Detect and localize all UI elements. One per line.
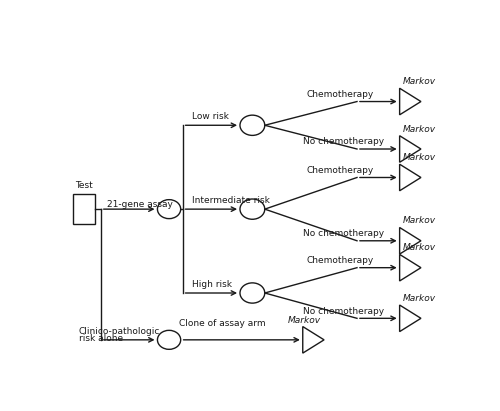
- Text: 21-gene assay: 21-gene assay: [107, 200, 173, 209]
- Text: Chemotherapy: Chemotherapy: [306, 166, 374, 175]
- Text: Chemotherapy: Chemotherapy: [306, 256, 374, 265]
- Bar: [72, 194, 95, 224]
- Text: Markov: Markov: [402, 153, 436, 162]
- Text: No chemotherapy: No chemotherapy: [303, 229, 384, 238]
- Text: No chemotherapy: No chemotherapy: [303, 137, 384, 146]
- Text: Markov: Markov: [287, 316, 320, 325]
- Text: Markov: Markov: [402, 243, 436, 252]
- Text: Chemotherapy: Chemotherapy: [306, 90, 374, 99]
- Text: No chemotherapy: No chemotherapy: [303, 307, 384, 316]
- Text: Low risk: Low risk: [192, 113, 229, 122]
- Text: High risk: High risk: [192, 280, 232, 289]
- Text: Markov: Markov: [402, 125, 436, 134]
- Text: Clinico-pathologic: Clinico-pathologic: [79, 327, 160, 336]
- Text: risk alone: risk alone: [79, 334, 123, 343]
- Text: Markov: Markov: [402, 294, 436, 303]
- Text: Markov: Markov: [402, 77, 436, 86]
- Text: Test: Test: [75, 181, 92, 190]
- Text: Markov: Markov: [402, 216, 436, 225]
- Text: Clone of assay arm: Clone of assay arm: [179, 319, 266, 328]
- Text: Intermediate risk: Intermediate risk: [192, 196, 270, 206]
